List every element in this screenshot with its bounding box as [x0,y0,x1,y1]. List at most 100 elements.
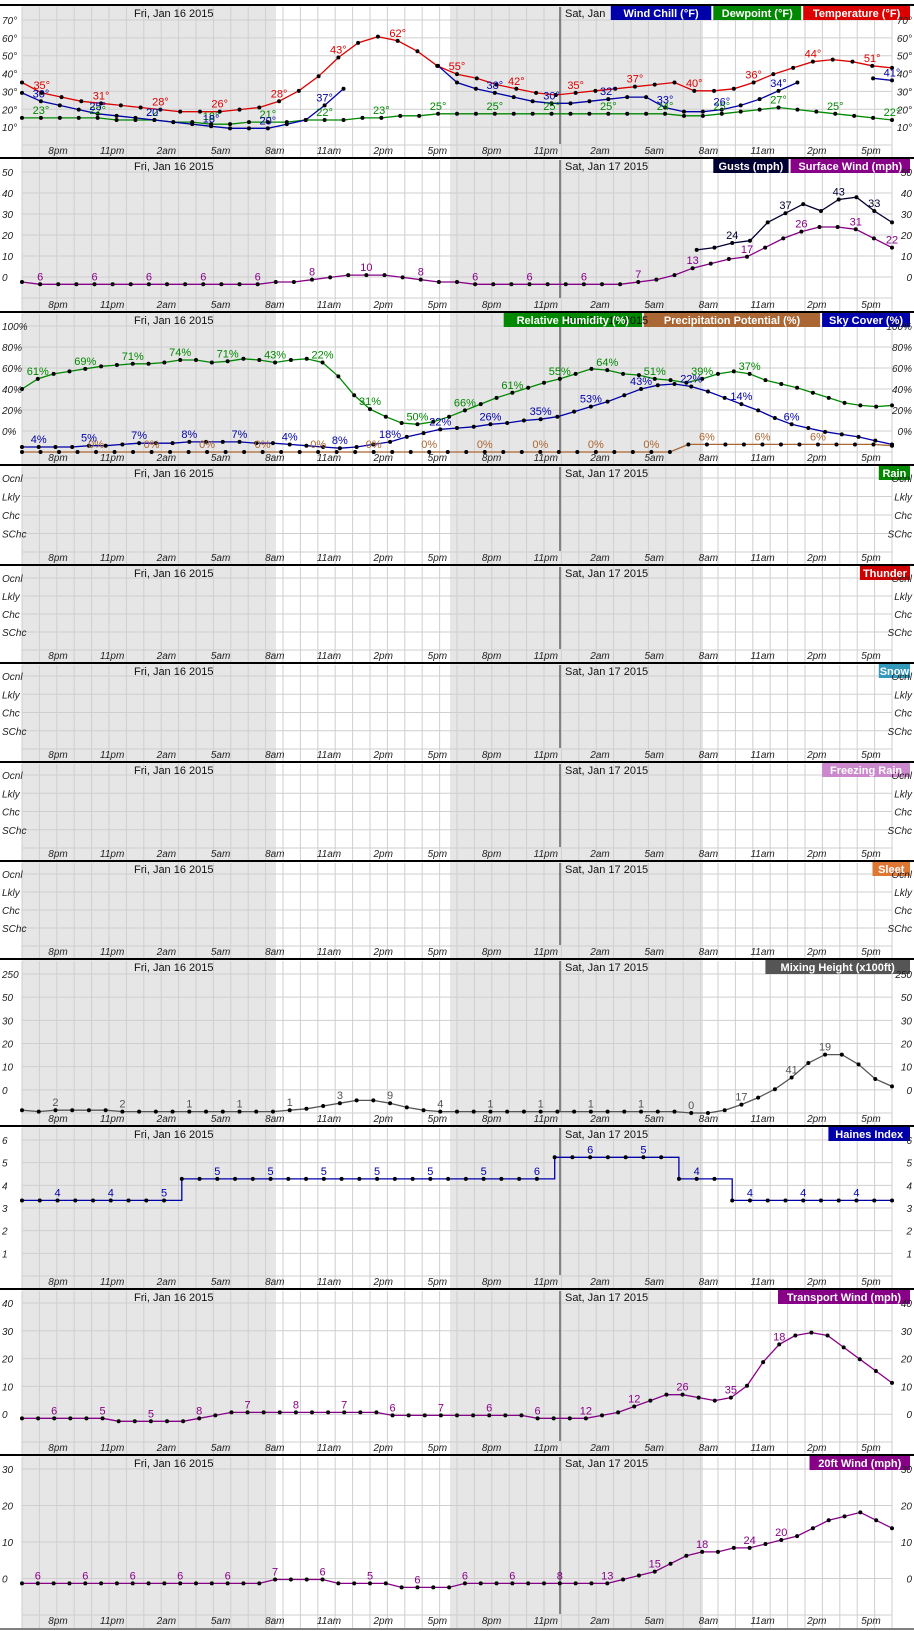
legend-badge-label: Dewpoint (°F) [722,8,793,20]
data-point [871,115,876,120]
data-point [488,422,493,427]
data-point [672,80,677,85]
data-label: 7 [341,1399,347,1411]
data-point [712,245,717,250]
data-point [303,118,308,122]
x-tick: 2pm [372,300,392,311]
data-label: 41 [785,1065,797,1077]
data-point [223,450,228,454]
data-label: 25° [430,101,447,113]
date-label: Sat, Jan 17 2015 [565,1292,648,1304]
data-point [354,444,359,449]
x-tick: 5pm [428,453,447,464]
x-tick: 5pm [428,750,447,761]
x-tick: 5pm [861,1616,880,1627]
y-tick-right: 50 [901,993,913,1004]
x-tick: 8am [265,947,284,958]
data-label: 43% [264,350,286,362]
x-tick: 2pm [806,1114,826,1125]
data-point [527,282,532,287]
data-label: 6 [37,271,43,283]
y-tick-left: 10 [2,1382,14,1393]
x-tick: 2pm [372,947,392,958]
data-label: 50% [406,411,428,423]
x-tick: 11am [317,849,341,860]
data-label: 4% [31,434,47,446]
data-point [789,1075,794,1080]
x-tick: 2pm [372,750,392,761]
data-point [511,95,516,100]
x-tick: 5pm [428,146,447,157]
data-point [241,1581,246,1586]
y-tick-left: 20 [1,1355,14,1366]
data-point [410,1176,415,1181]
data-point [390,450,395,454]
x-tick: 11am [317,947,341,958]
x-tick: 5pm [861,146,880,157]
data-point [165,282,169,287]
x-tick: 8pm [482,1616,501,1627]
data-point [205,450,210,454]
data-label: 6 [35,1570,41,1582]
data-point [872,208,877,213]
data-point [57,450,62,454]
y-tick-left: Chc [2,906,20,917]
data-point [684,1553,689,1558]
data-point [649,450,654,454]
data-point [795,385,800,390]
y-tick-right: 10 [901,252,913,263]
data-point [648,1398,653,1403]
data-label: 42° [508,76,525,88]
data-label: 0% [643,439,659,451]
data-label: 5 [268,1166,274,1178]
legend-badge [822,313,910,327]
data-point [572,1109,577,1114]
data-point [618,282,623,287]
data-point [722,1108,727,1113]
data-point [431,1585,436,1590]
data-point [621,371,626,376]
data-label: 4 [437,1099,443,1111]
data-label: 30° [543,90,560,102]
y-tick-right: Lkly [894,493,913,504]
data-label: 74% [169,347,191,359]
x-tick: 8pm [48,1277,67,1288]
data-point [158,107,163,112]
data-point [438,1413,443,1418]
data-label: 35% [530,406,552,418]
data-label: 8 [557,1570,563,1582]
y-tick-right: 70° [897,16,912,27]
data-label: 5 [148,1408,154,1420]
x-tick: 5am [211,453,230,464]
data-point [170,441,175,446]
panel-6 [0,662,914,762]
date-label: Sat, Jan 17 2015 [565,962,648,974]
data-point [588,404,593,409]
data-point [438,1109,443,1114]
panel-2 [0,157,914,312]
data-point [606,97,611,102]
x-tick: 8pm [48,453,67,464]
data-point [38,99,43,104]
data-label: 30° [33,88,50,100]
y-tick-right: 10 [901,1538,913,1549]
series-line [22,1156,892,1202]
data-point [321,1176,326,1181]
data-label: 26% [479,411,501,423]
data-point [431,419,436,424]
data-point [99,364,104,369]
data-point [354,1098,359,1103]
data-point [353,450,358,454]
data-point [400,275,405,280]
x-tick: 2am [156,553,176,564]
data-point [850,59,855,64]
data-label: 28° [152,97,169,109]
y-tick-left: 10 [2,252,14,263]
data-label: 5 [374,1166,380,1178]
data-point [146,282,151,287]
data-point [36,1416,41,1421]
data-point [676,1176,681,1181]
data-point [320,360,325,365]
x-tick: 8am [699,1114,718,1125]
data-label: 5 [640,1144,646,1156]
